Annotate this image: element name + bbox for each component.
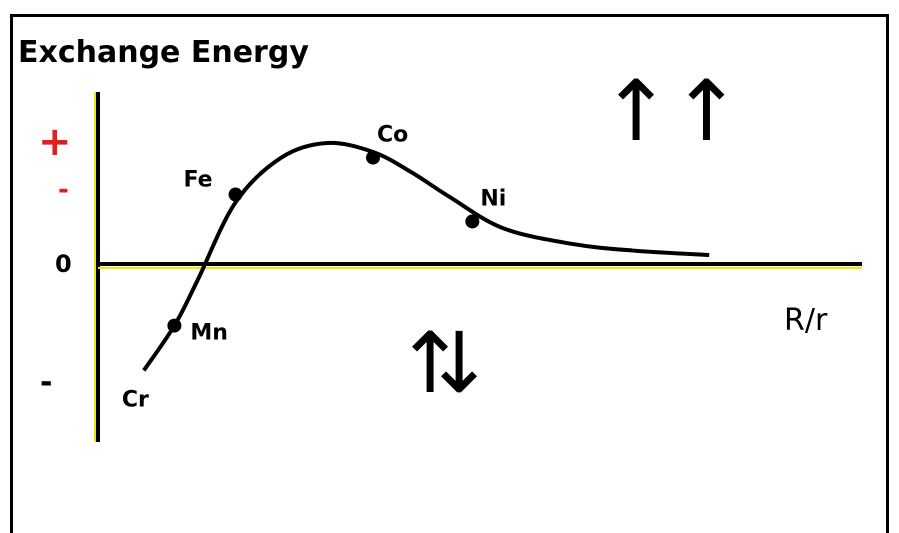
parallel-spins-label: ↑↑ (601, 62, 742, 160)
y-tick-minus: - (40, 365, 52, 400)
y-tick-plus: + (38, 119, 72, 165)
point-co (366, 150, 381, 165)
point-label-cr: Cr (122, 387, 149, 412)
point-label-mn: Mn (190, 321, 228, 346)
chart-frame (10, 14, 889, 533)
point-mn (167, 318, 182, 333)
antiparallel-up-label: ↑ (395, 314, 465, 412)
y-tick-zero: 0 (55, 250, 72, 278)
antiparallel-down-label: ↓ (424, 314, 494, 412)
x-axis-label: R/r (784, 303, 828, 338)
point-ni (465, 214, 480, 229)
point-fe (228, 187, 243, 202)
point-label-fe: Fe (184, 168, 213, 193)
chart-title: Exchange Energy (18, 35, 309, 70)
antiparallel-spins-arrows: ↑ ↓ (395, 314, 494, 412)
point-label-ni: Ni (480, 186, 506, 211)
element-points: Cr Mn Fe Co Ni (122, 123, 506, 413)
parallel-spins-arrows: ↑↑ (601, 62, 742, 160)
y-tick-small-minus: - (58, 175, 69, 205)
point-label-co: Co (377, 123, 408, 148)
